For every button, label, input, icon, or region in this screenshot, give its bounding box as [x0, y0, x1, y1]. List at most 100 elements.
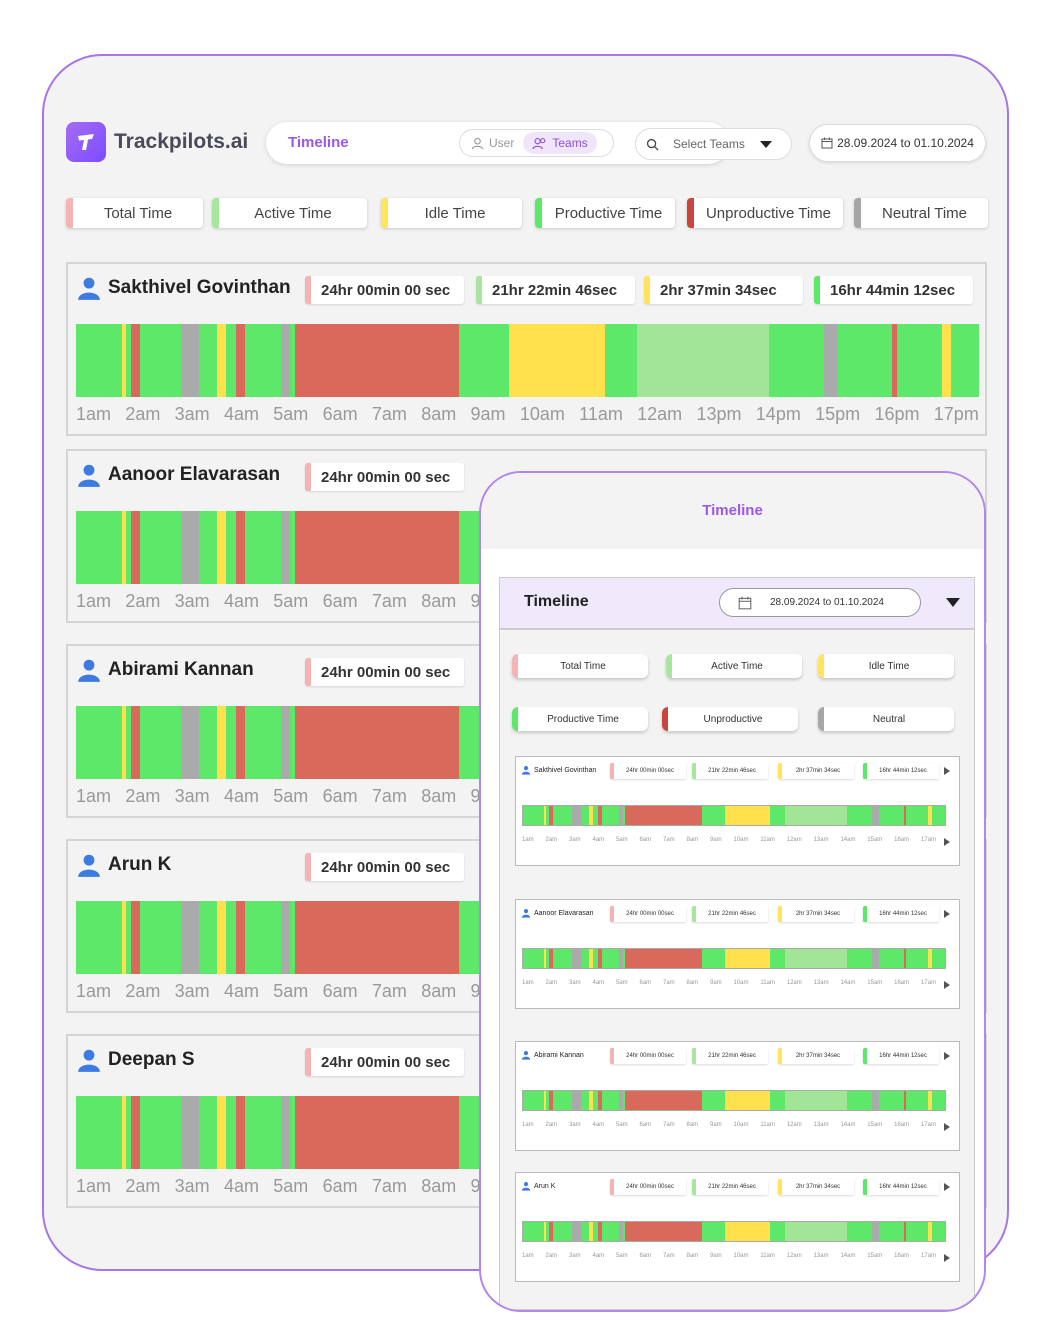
- hour-label: 6am: [322, 404, 358, 424]
- mobile-timeline-segment-idle: [589, 1091, 594, 1110]
- mobile-timeline-segment-unproductive: [904, 1222, 907, 1241]
- timeline-segment-productive: [226, 1096, 236, 1169]
- legend-active-time[interactable]: Active Time: [212, 198, 367, 228]
- mobile-user-name: Aanoor Elavarasan: [534, 909, 594, 917]
- hour-label: 5am: [273, 786, 309, 806]
- mobile-timeline-segment-productive: [593, 1222, 598, 1241]
- timeline-segment-neutral: [281, 901, 291, 974]
- mobile-hour-axis: 1am 2am 3am 4am 5am 6am 7am 8am 9am 10am 11am 12am 1…: [522, 1122, 936, 1128]
- mobile-hour-label: 2am: [545, 1122, 558, 1128]
- timeline-segment-productive: [896, 324, 943, 397]
- play-icon[interactable]: [944, 767, 950, 775]
- mobile-timeline-segment-unproductive: [625, 1091, 702, 1110]
- play-icon[interactable]: [944, 1254, 950, 1262]
- mobile-legend-idle-time[interactable]: Idle Time: [818, 654, 954, 678]
- mobile-timeline-segment-productive: [552, 1222, 572, 1241]
- mobile-timeline-segment-neutral: [571, 949, 581, 968]
- mobile-legend-neutral[interactable]: Neutral: [818, 707, 954, 731]
- mobile-timeline-segment-neutral: [618, 949, 624, 968]
- mobile-hour-label: 4am: [592, 1253, 605, 1259]
- date-range-text: 28.09.2024 to 01.10.2024: [837, 136, 974, 150]
- teams-toggle-option[interactable]: Teams: [523, 132, 597, 154]
- mobile-activity-bar[interactable]: [522, 1090, 946, 1111]
- mobile-timeline-segment-unproductive: [597, 1091, 602, 1110]
- mobile-timeline-segment-idle: [725, 949, 771, 968]
- user-header: Arun K: [76, 852, 171, 878]
- mobile-user-header: Aanoor Elavarasan: [521, 908, 594, 918]
- mobile-timeline-segment-productive: [846, 1222, 873, 1241]
- mobile-activity-bar[interactable]: [522, 1221, 946, 1242]
- play-icon[interactable]: [944, 1052, 950, 1060]
- chevron-down-icon: [759, 141, 772, 148]
- timeline-segment-productive: [76, 706, 122, 779]
- user-timeline-card: Sakthivel Govinthan 24hr 00min 00 sec 21hr…: [66, 262, 987, 436]
- legend-unproductive-time[interactable]: Unproductive Time: [687, 198, 843, 228]
- timeline-segment-idle: [217, 901, 227, 974]
- timeline-segment-neutral: [180, 324, 200, 397]
- play-icon[interactable]: [944, 838, 950, 846]
- mobile-activity-bar[interactable]: [522, 948, 946, 969]
- user-toggle-option[interactable]: User: [462, 132, 523, 154]
- mobile-legend-unproductive[interactable]: Unproductive: [662, 707, 798, 731]
- activity-timeline-bar[interactable]: [76, 324, 979, 397]
- hour-label: 4am: [223, 1176, 259, 1196]
- legend-neutral-time[interactable]: Neutral Time: [854, 198, 988, 228]
- mobile-timeline-segment-productive: [701, 1091, 726, 1110]
- user-avatar-icon: [78, 854, 100, 877]
- mobile-activity-bar[interactable]: [522, 805, 946, 826]
- mobile-hour-label: 10am: [733, 1253, 749, 1259]
- hour-label: 15pm: [815, 404, 861, 424]
- mobile-timeline-segment-productive: [623, 1222, 626, 1241]
- mobile-timeline-segment-neutral: [571, 806, 581, 825]
- hour-label: 12am: [637, 404, 683, 424]
- timeline-segment-productive: [199, 324, 218, 397]
- legend-idle-time[interactable]: Idle Time: [381, 198, 522, 228]
- timeline-segment-productive: [290, 901, 295, 974]
- mobile-legend-active-time[interactable]: Active Time: [666, 654, 802, 678]
- mobile-hour-label: 5am: [616, 1122, 628, 1128]
- legend-total-time[interactable]: Total Time: [66, 198, 203, 228]
- timeline-segment-productive: [244, 706, 282, 779]
- legend-productive-time[interactable]: Productive Time: [535, 198, 675, 228]
- timeline-segment-unproductive: [294, 901, 459, 974]
- play-icon[interactable]: [944, 1183, 950, 1191]
- mobile-hour-label: 12am: [786, 837, 802, 843]
- mobile-date-picker[interactable]: 28.09.2024 to 01.10.2024: [719, 588, 921, 617]
- hour-label: 6am: [322, 1176, 358, 1196]
- mobile-hour-label: 4am: [592, 980, 605, 986]
- mobile-hour-label: 17am: [920, 1253, 936, 1259]
- select-teams-dropdown[interactable]: Select Teams: [635, 128, 792, 160]
- mobile-panel-title: Timeline: [524, 593, 589, 610]
- mobile-hour-label: 6am: [639, 1122, 652, 1128]
- user-name: Arun K: [108, 854, 172, 875]
- hour-label: 3am: [174, 981, 210, 1001]
- calendar-icon: [738, 596, 752, 609]
- hour-label: 5am: [273, 981, 309, 1001]
- play-icon[interactable]: [944, 981, 950, 989]
- hour-label: 2am: [125, 981, 161, 1001]
- hour-label: 5am: [273, 404, 309, 424]
- timeline-segment-productive: [126, 324, 131, 397]
- date-range-picker[interactable]: 28.09.2024 to 01.10.2024: [809, 124, 986, 162]
- timeline-segment-productive: [126, 706, 131, 779]
- mobile-user-stat-2: 2hr 37min 34sec: [778, 1048, 854, 1064]
- timeline-segment-productive: [76, 511, 122, 584]
- mobile-timeline-segment-productive: [932, 949, 945, 968]
- hour-label: 1am: [76, 786, 112, 806]
- hour-label: 16pm: [874, 404, 920, 424]
- mobile-hour-label: 17am: [920, 980, 936, 986]
- chevron-down-icon[interactable]: [946, 598, 960, 607]
- mobile-legend-total-time[interactable]: Total Time: [512, 654, 648, 678]
- mobile-timeline-segment-productive: [580, 949, 590, 968]
- mobile-hour-label: 5am: [616, 837, 628, 843]
- mobile-legend-productive-time[interactable]: Productive Time: [512, 707, 648, 731]
- mobile-timeline-segment-neutral: [571, 1222, 581, 1241]
- play-icon[interactable]: [944, 910, 950, 918]
- mobile-hour-label: 8am: [686, 837, 699, 843]
- nav-title[interactable]: Timeline: [288, 134, 349, 151]
- user-header: Deepan S: [76, 1047, 195, 1073]
- user-header: Sakthivel Govinthan: [76, 275, 291, 301]
- play-icon[interactable]: [944, 1123, 950, 1131]
- hour-label: 1am: [76, 981, 112, 1001]
- user-stat-0: 24hr 00min 00 sec: [305, 276, 464, 304]
